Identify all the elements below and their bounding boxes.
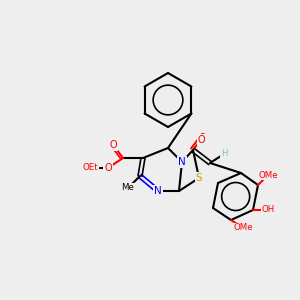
Text: OEt: OEt [82,164,98,172]
Text: O: O [109,140,117,150]
Text: O: O [198,135,205,145]
Text: H: H [221,149,227,158]
Text: N: N [178,157,186,167]
Text: OMe: OMe [258,170,278,179]
Text: O: O [198,133,206,143]
Text: O: O [104,163,112,173]
Text: OMe: OMe [233,224,253,232]
Text: OH: OH [261,206,274,214]
Text: Me: Me [122,184,134,193]
Text: S: S [196,173,202,183]
Text: N: N [154,186,162,196]
